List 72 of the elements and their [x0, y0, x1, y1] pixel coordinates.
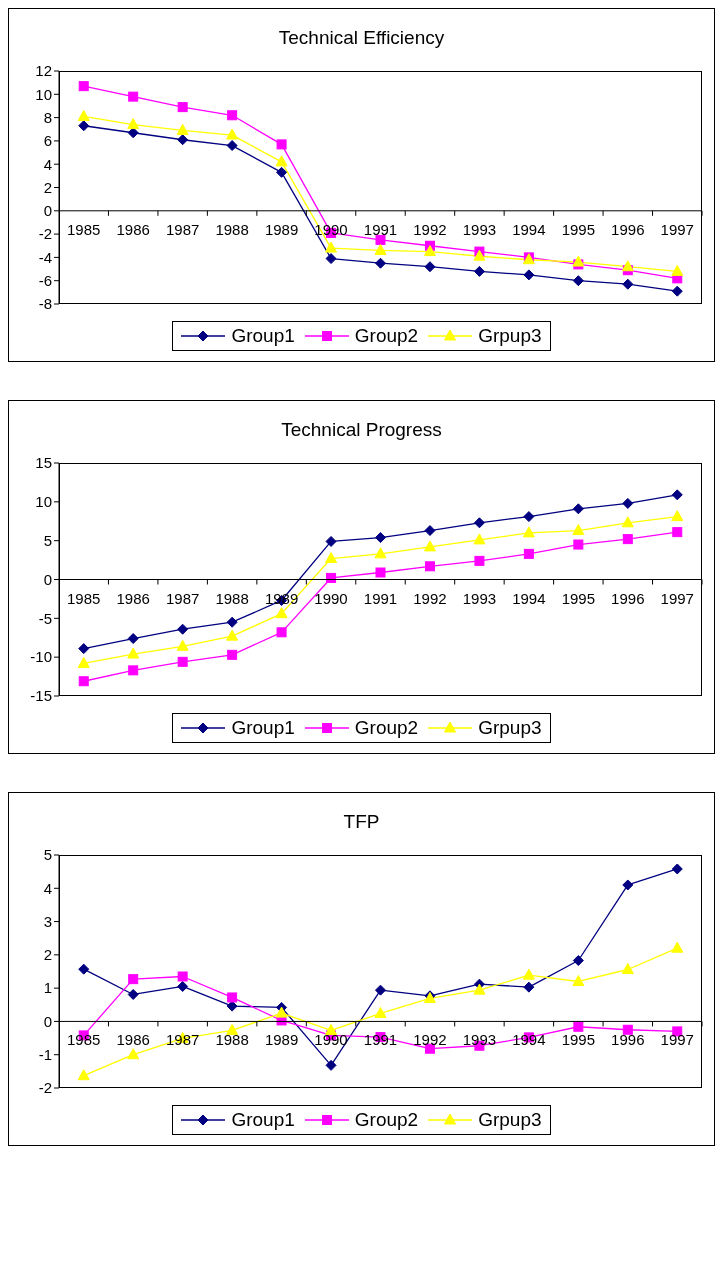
y-tick-label: 4 [43, 155, 52, 173]
x-tick-label: 1986 [116, 589, 150, 607]
y-tick-label: 4 [43, 879, 52, 897]
legend-label: Grpup3 [478, 325, 542, 347]
y-tick-label: 3 [43, 912, 52, 930]
legend-label: Group1 [231, 325, 295, 347]
x-tick-label: 1992 [413, 1031, 447, 1049]
y-tick-label: 15 [35, 454, 52, 472]
x-tick-label: 1987 [165, 220, 200, 238]
y-tick-label: 10 [35, 85, 52, 103]
legend-label: Group2 [354, 325, 419, 347]
x-tick-label: 1991 [363, 220, 398, 238]
y-tick-label: 0 [43, 570, 52, 588]
x-tick-label: 1988 [215, 1031, 249, 1049]
x-tick-label: 1992 [413, 220, 447, 238]
x-tick-label: 1987 [165, 589, 200, 607]
x-tick-label: 1994 [512, 589, 546, 607]
chart-title: Technical Progress [280, 419, 443, 441]
y-tick-label: -15 [30, 687, 52, 705]
y-tick-label: 1 [43, 979, 52, 997]
x-tick-label: 1986 [116, 1031, 150, 1049]
legend-label: Grpup3 [478, 1109, 542, 1131]
y-tick-label: 0 [43, 202, 52, 220]
y-tick-label: 10 [35, 493, 52, 511]
x-tick-label: 1990 [314, 589, 348, 607]
legend-label: Group2 [354, 1109, 419, 1131]
x-tick-label: 1990 [314, 1031, 348, 1049]
x-tick-label: 1996 [611, 1031, 645, 1049]
x-tick-label: 1995 [561, 589, 596, 607]
y-tick-label: -1 [38, 1046, 52, 1064]
y-tick-label: -5 [38, 609, 52, 627]
y-tick-label: -2 [38, 1079, 52, 1097]
x-tick-label: 1989 [264, 1031, 299, 1049]
legend-label: Group1 [231, 1109, 295, 1131]
x-tick-label: 1995 [561, 1031, 596, 1049]
chart-title: TFP [342, 811, 381, 833]
x-tick-label: 1995 [561, 220, 596, 238]
x-tick-label: 1985 [67, 220, 101, 238]
x-tick-label: 1993 [462, 589, 497, 607]
y-tick-label: 8 [43, 108, 52, 126]
x-tick-label: 1991 [363, 589, 398, 607]
x-tick-label: 1997 [660, 1031, 694, 1049]
x-tick-label: 1986 [116, 220, 150, 238]
x-tick-label: 1992 [413, 589, 447, 607]
x-tick-label: 1988 [215, 220, 249, 238]
x-tick-label: 1997 [660, 220, 694, 238]
x-tick-label: 1996 [611, 220, 645, 238]
y-tick-label: 2 [43, 178, 52, 196]
x-tick-label: 1994 [512, 220, 546, 238]
legend-label: Group1 [231, 717, 295, 739]
y-tick-label: -2 [38, 225, 52, 243]
y-tick-label: -4 [38, 248, 52, 266]
x-tick-label: 1985 [67, 589, 101, 607]
y-tick-label: 5 [43, 846, 52, 864]
x-tick-label: 1993 [462, 1031, 497, 1049]
y-tick-label: 12 [35, 62, 52, 80]
y-tick-label: -6 [38, 272, 52, 290]
x-tick-label: 1985 [67, 1031, 101, 1049]
y-tick-label: 5 [43, 531, 52, 549]
legend-label: Grpup3 [478, 717, 542, 739]
y-tick-label: 2 [43, 946, 52, 964]
y-tick-label: -10 [30, 648, 52, 666]
x-tick-label: 1997 [660, 589, 694, 607]
x-tick-label: 1988 [215, 589, 249, 607]
y-tick-label: 6 [43, 132, 52, 150]
chart-title: Technical Efficiency [277, 27, 446, 49]
x-tick-label: 1996 [611, 589, 645, 607]
y-tick-label: -8 [38, 295, 52, 313]
y-tick-label: 0 [43, 1012, 52, 1030]
legend-label: Group2 [354, 717, 419, 739]
x-tick-label: 1989 [264, 220, 299, 238]
x-tick-label: 1993 [462, 220, 497, 238]
